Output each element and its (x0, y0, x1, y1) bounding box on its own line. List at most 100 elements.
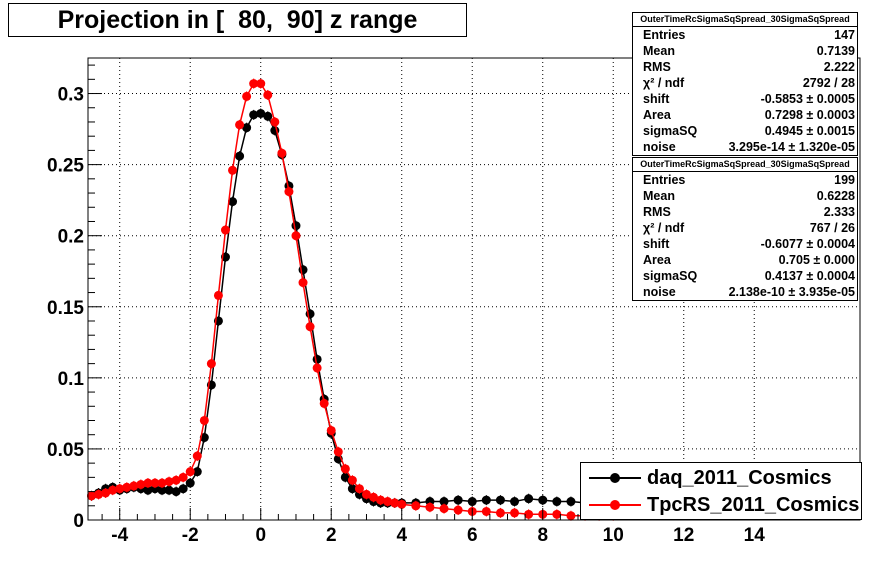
stats-label: shift (643, 92, 670, 106)
stats-box-1-rows: Entries 147 Mean 0.7139 RMS 2.222 χ² / ndf 2792… (633, 27, 857, 155)
legend-label-tpcrs: TpcRS_2011_Cosmics (647, 493, 860, 516)
data-point (164, 485, 174, 495)
data-point (524, 494, 534, 504)
data-point (199, 415, 209, 425)
stats-row: Area 0.7298 ± 0.0003 (633, 107, 857, 123)
stats-value: 0.4137 ± 0.0004 (764, 269, 855, 283)
data-point (566, 511, 576, 521)
data-point (213, 290, 223, 300)
stats-row: sigmaSQ 0.4945 ± 0.0015 (633, 123, 857, 139)
stats-value: 0.7139 (816, 44, 855, 58)
data-point (467, 497, 477, 507)
data-point (94, 489, 104, 499)
data-point (524, 509, 534, 519)
stats-label: RMS (643, 205, 671, 219)
stats-label: noise (643, 140, 676, 154)
data-point (510, 508, 520, 518)
data-point (411, 501, 421, 511)
y-tick-label: 0.15 (47, 298, 84, 319)
stats-box-2: OuterTimeRcSigmaSqSpread_30SigmaSqSpread… (632, 157, 858, 301)
y-tick-label: 0.1 (58, 369, 85, 390)
stats-label: RMS (643, 60, 671, 74)
stats-value: -0.5853 ± 0.0005 (760, 92, 855, 106)
stats-box-1: OuterTimeRcSigmaSqSpread_30SigmaSqSpread… (632, 12, 858, 156)
data-point (115, 484, 125, 494)
stats-label: Area (643, 108, 671, 122)
data-point (538, 495, 548, 505)
data-point (340, 472, 350, 482)
data-point (552, 497, 562, 507)
stats-value: 199 (834, 173, 855, 187)
data-layer (87, 78, 618, 521)
stats-row: shift -0.5853 ± 0.0005 (633, 91, 857, 107)
stats-value: 2.138e-10 ± 3.935e-05 (728, 285, 855, 299)
data-point (425, 502, 435, 512)
data-point (361, 489, 371, 499)
stats-label: Area (643, 253, 671, 267)
data-point (220, 225, 230, 235)
data-point (256, 79, 266, 89)
data-point (171, 475, 181, 485)
stats-label: Mean (643, 44, 675, 58)
data-point (566, 497, 576, 507)
data-point (319, 398, 329, 408)
stats-label: sigmaSQ (643, 269, 698, 283)
data-point (510, 497, 520, 507)
x-tick-label: 6 (467, 525, 478, 546)
data-point (552, 509, 562, 519)
y-tick-label: 0.2 (58, 227, 84, 248)
data-point (108, 485, 118, 495)
data-point (439, 504, 449, 514)
stats-value: 147 (834, 28, 855, 42)
data-point (347, 484, 357, 494)
data-point (263, 111, 273, 121)
stats-row: Mean 0.6228 (633, 188, 857, 204)
y-tick-label: 0 (73, 511, 84, 532)
legend-dot-daq (610, 473, 620, 483)
data-point (495, 508, 505, 518)
stats-value: -0.6077 ± 0.0004 (760, 237, 855, 251)
series-line-1 (91, 82, 614, 517)
data-point (235, 120, 245, 130)
stats-row: RMS 2.222 (633, 59, 857, 75)
data-point (453, 505, 463, 515)
data-point (150, 478, 160, 488)
data-point (277, 148, 287, 158)
data-point (192, 467, 202, 477)
legend-label-daq: daq_2011_Cosmics (647, 466, 832, 489)
stats-value: 0.7298 ± 0.0003 (764, 108, 855, 122)
stats-row: noise 2.138e-10 ± 3.935e-05 (633, 284, 857, 300)
data-point (326, 425, 336, 435)
stats-row: noise 3.295e-14 ± 1.320e-05 (633, 139, 857, 155)
data-point (185, 467, 195, 477)
axes: -4 -2 0 2 4 6 8 10 12 14 0 0.05 0.1 0.15 0.2 0.25 0.3 (47, 64, 843, 546)
data-point (242, 123, 252, 133)
y-tick-label: 0.05 (47, 440, 84, 461)
data-point (312, 363, 322, 373)
data-point (136, 479, 146, 489)
data-point (178, 472, 188, 482)
stats-value: 3.295e-14 ± 1.320e-05 (728, 140, 855, 154)
stats-label: Entries (643, 173, 686, 187)
data-point (206, 359, 216, 369)
data-point (354, 484, 364, 494)
stats-row: Entries 147 (633, 27, 857, 43)
data-point (249, 110, 259, 120)
stats-label: χ² / ndf (643, 76, 685, 90)
stats-box-2-header: OuterTimeRcSigmaSqSpread_30SigmaSqSpread (633, 158, 857, 172)
data-point (481, 495, 491, 505)
data-point (312, 354, 322, 364)
data-point (228, 197, 238, 207)
data-point (376, 495, 386, 505)
stats-row: sigmaSQ 0.4137 ± 0.0004 (633, 268, 857, 284)
stats-box-2-rows: Entries 199 Mean 0.6228 RMS 2.333 χ² / ndf 767 … (633, 172, 857, 300)
data-point (347, 475, 357, 485)
data-point (235, 151, 245, 161)
series-line-0 (91, 112, 614, 506)
chart-title: Projection in [ 80, 90] z range (8, 3, 467, 37)
x-tick-label: 14 (744, 525, 766, 546)
stats-label: sigmaSQ (643, 124, 698, 138)
data-point (185, 478, 195, 488)
stats-label: Entries (643, 28, 686, 42)
data-point (157, 478, 167, 488)
